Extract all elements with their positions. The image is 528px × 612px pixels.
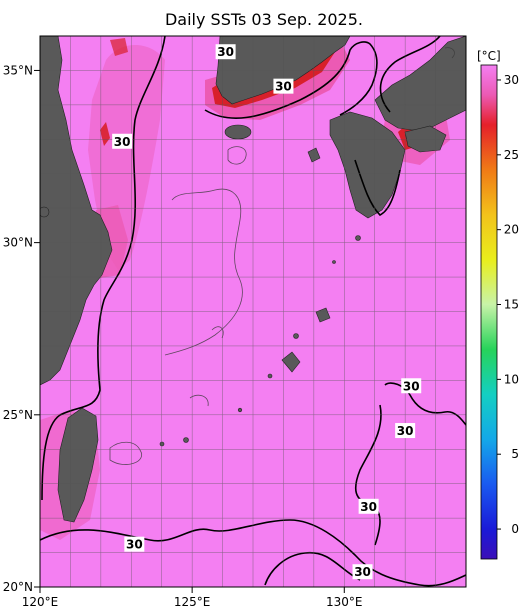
colorbar-tick-label: 25: [504, 148, 519, 162]
svg-text:30: 30: [354, 565, 371, 579]
contour-labels: 30 30 30 30 30 30 30 30: [112, 44, 422, 580]
map-title: Daily SSTs 03 Sep. 2025.: [164, 10, 363, 29]
china-mainland: [40, 36, 113, 386]
colorbar-tick-label: 15: [504, 298, 519, 312]
lat-tick-label: 25°N: [3, 408, 33, 422]
lat-tick-label: 35°N: [3, 63, 33, 77]
colorbar: [°C] 0 5 10 15 20 25 30: [477, 49, 519, 560]
contour-label: 30: [215, 44, 236, 60]
colorbar-tick-label: 20: [504, 223, 519, 237]
colorbar-unit: [°C]: [477, 49, 501, 63]
honshu: [374, 36, 466, 131]
svg-text:30: 30: [114, 135, 131, 149]
colorbar-tick-label: 30: [504, 73, 519, 87]
svg-text:30: 30: [275, 80, 292, 94]
svg-text:30: 30: [360, 500, 377, 514]
svg-text:30: 30: [217, 45, 234, 59]
jeju-island: [224, 124, 252, 140]
kyushu: [329, 111, 406, 219]
colorbar-scale: [480, 64, 498, 560]
okinawa: [281, 351, 301, 373]
graticule: [40, 36, 466, 587]
colorbar-tick-label: 5: [511, 447, 519, 461]
contour-label: 30: [358, 498, 379, 514]
plot-frame: [39, 35, 467, 588]
taiwan: [57, 407, 99, 523]
svg-text:30: 30: [397, 424, 414, 438]
svg-text:30: 30: [126, 538, 143, 552]
lat-tick-label: 30°N: [3, 236, 33, 250]
lon-tick-label: 130°E: [326, 595, 363, 609]
contour-label: 30: [401, 378, 422, 394]
colorbar-tick-label: 10: [504, 372, 519, 386]
lon-tick-label: 125°E: [174, 595, 211, 609]
contour-label: 30: [395, 423, 416, 439]
contour-label: 30: [124, 536, 145, 552]
contour-label: 30: [273, 78, 294, 94]
contour-label: 30: [112, 133, 133, 149]
lon-tick-label: 120°E: [22, 595, 59, 609]
contour-label: 30: [352, 564, 373, 580]
svg-text:30: 30: [403, 379, 420, 393]
axes: 120°E 125°E 130°E 20°N 25°N 30°N 35°N: [3, 63, 363, 609]
colorbar-tick-label: 0: [511, 522, 519, 536]
lat-tick-label: 20°N: [3, 580, 33, 594]
